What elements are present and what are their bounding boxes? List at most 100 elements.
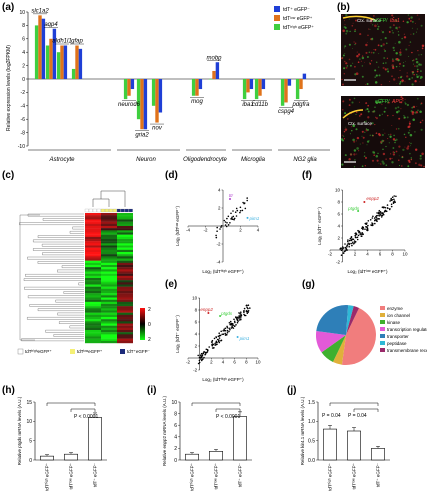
scatter-point <box>201 354 204 356</box>
micrograph-cell <box>392 58 394 60</box>
row-dendrogram-branch <box>69 231 84 234</box>
heat-cell <box>101 280 117 283</box>
scatter-highlight-pim1 <box>246 216 249 219</box>
scatter-point <box>220 339 223 342</box>
bar-mobp-s1 <box>212 70 216 79</box>
micrograph-cell <box>421 47 424 50</box>
micrograph-cell <box>355 111 358 114</box>
scatter-point <box>246 197 248 199</box>
heat-cell <box>101 243 117 246</box>
heat-cell <box>117 319 133 322</box>
heat-cell <box>117 330 133 333</box>
heat-cell <box>117 262 133 266</box>
micrograph-cell <box>371 111 374 113</box>
bar-ytick-label: 8 <box>174 411 177 417</box>
heat-cell <box>85 215 101 218</box>
heat-cell <box>101 330 117 333</box>
scatter-point <box>384 209 387 212</box>
heat-cell <box>117 304 133 307</box>
micrograph-cell <box>395 19 398 22</box>
heat-cell <box>117 256 133 259</box>
micrograph-cell <box>415 148 418 151</box>
heat-cell <box>117 215 133 218</box>
micrograph-cell <box>386 114 389 117</box>
micrograph-cell <box>383 56 386 60</box>
micrograph-cell <box>416 97 419 100</box>
scatter-point <box>345 248 348 250</box>
bar-gfap-s2 <box>71 68 76 79</box>
scatter-point <box>198 361 201 364</box>
heat-cell <box>85 284 101 287</box>
scatter-point <box>369 219 372 221</box>
micrograph-cell <box>401 155 404 158</box>
scatter-gene-label-enpp2: enpp2 <box>200 307 213 312</box>
surface-edge-bottom <box>342 109 364 119</box>
bar-pdgfra-s1 <box>299 79 303 90</box>
heat-cell <box>117 217 133 220</box>
micrograph-cell <box>398 164 401 167</box>
bar-aqp4-s0 <box>52 28 57 79</box>
micrograph-cell <box>383 48 385 50</box>
scatter-point <box>228 327 230 330</box>
scatter-point <box>235 207 238 210</box>
scatter-point <box>243 313 245 316</box>
micrograph-cell <box>380 83 383 86</box>
scatter-point <box>230 212 232 215</box>
scatter-point <box>364 222 367 225</box>
micrograph-cell <box>345 32 348 35</box>
heat-cell <box>85 245 101 248</box>
micrograph-cell <box>411 83 414 86</box>
col-dendrogram <box>92 190 126 207</box>
heat-cell <box>117 340 133 344</box>
scatter-point <box>367 220 370 222</box>
micrograph-cell <box>397 110 400 113</box>
micrograph-cell <box>393 16 395 19</box>
pie-slice-ion-channel <box>332 335 346 365</box>
micrograph-cell <box>384 50 387 52</box>
scatter-point <box>218 332 220 335</box>
micrograph-cell <box>362 142 364 144</box>
pie-legend-swatch <box>380 320 385 324</box>
micrograph-cell <box>366 56 369 58</box>
micrograph-cell <box>402 64 405 67</box>
micrograph-cell <box>414 162 417 165</box>
sample-tag <box>112 208 117 213</box>
scatter-point <box>216 230 218 232</box>
micrograph-cell <box>348 98 351 101</box>
bar-aldh1l1-s2 <box>56 52 61 79</box>
micrograph-cell <box>409 129 411 131</box>
scatter-xtick-label: 10 <box>402 252 408 257</box>
heat-cell <box>101 275 117 279</box>
micrograph-cell <box>375 117 378 120</box>
micrograph-cell <box>420 53 423 56</box>
row-dendrogram-branch <box>29 304 84 307</box>
scatter-point <box>223 329 226 332</box>
micrograph-cell <box>345 66 348 69</box>
micrograph-cell <box>375 101 379 104</box>
micrograph-cell <box>410 110 413 113</box>
scatter-point <box>199 356 201 358</box>
heat-cell <box>85 314 101 318</box>
heat-cell <box>85 262 101 266</box>
bar-ytick-label: 1.0 <box>308 419 315 425</box>
micrograph-cell <box>420 102 423 105</box>
micrograph-cell <box>412 73 413 75</box>
heat-cell <box>85 308 101 311</box>
panel-label-a: (a) <box>2 2 14 13</box>
scatter-point <box>214 344 216 346</box>
heat-cell <box>117 258 133 261</box>
scatter-point <box>241 209 244 212</box>
micrograph-cell <box>397 106 400 109</box>
micrograph-top-label-green: eGFP/ <box>373 18 388 24</box>
scatter-point <box>232 210 234 212</box>
scatter-point <box>226 332 229 334</box>
row-dendrogram-branch <box>72 226 84 230</box>
scatter-point <box>240 311 242 314</box>
heat-cell <box>85 301 101 305</box>
micrograph-bottom-label-red: APC <box>391 99 403 105</box>
scatter-point <box>243 311 245 314</box>
micrograph-cell <box>359 143 361 145</box>
scatter-point <box>376 220 378 223</box>
micrograph-cell <box>418 163 421 167</box>
